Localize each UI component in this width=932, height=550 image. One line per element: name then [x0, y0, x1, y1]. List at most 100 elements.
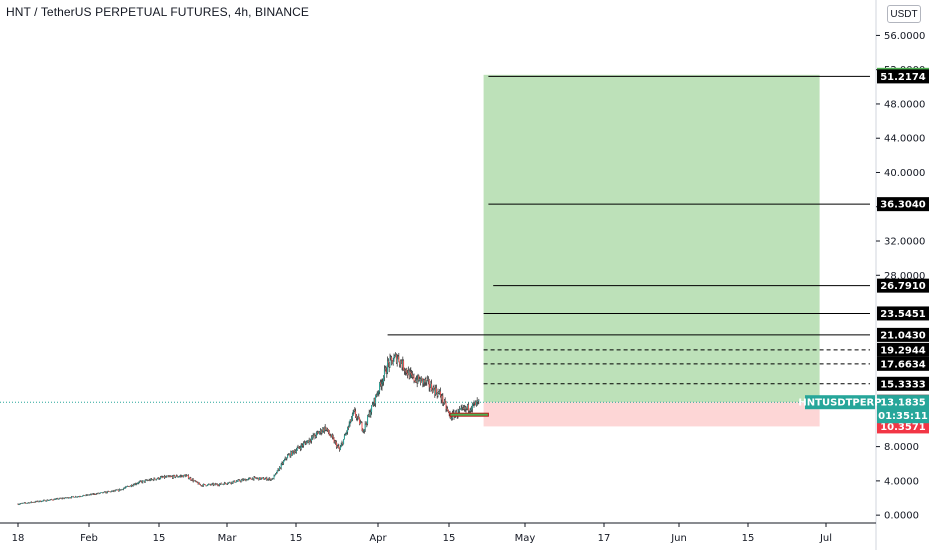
- candle-body: [129, 486, 131, 487]
- price-tag-label: 36.3040: [880, 200, 926, 211]
- candle-body: [187, 475, 189, 479]
- candle-body: [376, 394, 378, 396]
- candle-body: [199, 483, 201, 485]
- candle-body: [338, 446, 340, 449]
- current-price-tag: [877, 395, 929, 424]
- candle-body: [73, 496, 75, 498]
- candle-body: [163, 476, 165, 478]
- candle-body: [445, 402, 447, 410]
- candle-body: [287, 455, 289, 459]
- candle-body: [223, 482, 225, 485]
- candle-body: [63, 498, 65, 499]
- candle-body: [216, 484, 218, 485]
- candle-body: [179, 476, 181, 477]
- candle-body: [118, 489, 120, 492]
- candle-body: [78, 496, 80, 498]
- candle-body: [387, 361, 389, 373]
- candle-body: [191, 479, 193, 481]
- candle-body: [259, 477, 261, 480]
- candle-body: [229, 482, 231, 483]
- candle-body: [259, 477, 261, 480]
- candle-body: [348, 424, 350, 428]
- candle-body: [442, 395, 444, 403]
- candle-body: [113, 490, 115, 492]
- candle-body: [319, 429, 321, 433]
- candle-body: [71, 496, 73, 498]
- candle-body: [99, 493, 101, 494]
- candle-body: [368, 412, 370, 417]
- candle-body: [420, 378, 422, 383]
- candle-body: [111, 491, 113, 492]
- candle-body: [279, 467, 281, 471]
- candle-body: [81, 496, 83, 497]
- candle-body: [418, 375, 420, 381]
- candle-body: [355, 411, 357, 417]
- candle-body: [349, 419, 351, 425]
- price-tags: 51.399851.217436.304026.791023.545121.04…: [798, 67, 929, 434]
- candle-body: [42, 500, 44, 502]
- candle-body: [180, 475, 182, 477]
- price-tag-label: 15.3333: [880, 379, 926, 390]
- candle-body: [206, 485, 208, 487]
- candle-body: [120, 489, 122, 491]
- candle-body: [132, 484, 134, 486]
- candle-body: [162, 477, 164, 478]
- candle-body: [238, 479, 240, 481]
- candle-body: [279, 467, 281, 469]
- candle-body: [59, 498, 61, 499]
- candle-body: [164, 476, 166, 478]
- candle-body: [63, 498, 65, 499]
- candle-body: [174, 475, 176, 478]
- candle-body: [34, 502, 36, 503]
- candle-body: [292, 450, 294, 452]
- candle-body: [388, 362, 390, 367]
- candle-body: [358, 416, 360, 418]
- candle-body: [250, 478, 252, 480]
- candle-body: [463, 406, 465, 409]
- candle-body: [241, 479, 243, 481]
- candle-body: [179, 475, 181, 477]
- candle-body: [326, 428, 328, 430]
- currency-button[interactable]: USDT: [887, 5, 921, 23]
- candle-body: [401, 363, 403, 368]
- candle-body: [301, 444, 303, 446]
- candle-body: [91, 493, 93, 495]
- candle-body: [89, 494, 91, 496]
- candle-body: [363, 430, 365, 432]
- candle-body: [330, 435, 332, 437]
- candle-body: [463, 408, 465, 409]
- candle-body: [318, 432, 320, 434]
- candle-body: [412, 375, 414, 377]
- candle-body: [392, 361, 394, 364]
- candle-body: [254, 477, 256, 478]
- candle-body: [379, 382, 381, 392]
- candle-body: [429, 386, 431, 388]
- candle-body: [468, 410, 470, 412]
- candle-body: [155, 478, 157, 480]
- candle-body: [274, 474, 276, 476]
- candle-body: [239, 479, 241, 482]
- candle-body: [127, 486, 129, 487]
- candle-body: [124, 487, 126, 489]
- candle-body: [23, 502, 25, 504]
- candle-body: [173, 475, 175, 476]
- candle-body: [244, 479, 246, 481]
- candle-body: [450, 415, 452, 419]
- candle-body: [235, 481, 237, 483]
- candle-body: [437, 391, 439, 396]
- candle-body: [128, 486, 130, 487]
- candle-body: [435, 388, 437, 395]
- candle-body: [372, 404, 374, 406]
- candle-body: [168, 476, 170, 477]
- candle-body: [67, 497, 69, 499]
- candle-body: [101, 492, 103, 493]
- x-tick-label: 15: [443, 533, 456, 544]
- candle-body: [28, 502, 30, 504]
- candle-body: [383, 376, 385, 382]
- candle-body: [151, 478, 153, 480]
- candle-body: [436, 393, 438, 396]
- candle-body: [212, 483, 214, 486]
- y-tick-label: 8.0000: [884, 442, 919, 453]
- candle-body: [417, 375, 419, 383]
